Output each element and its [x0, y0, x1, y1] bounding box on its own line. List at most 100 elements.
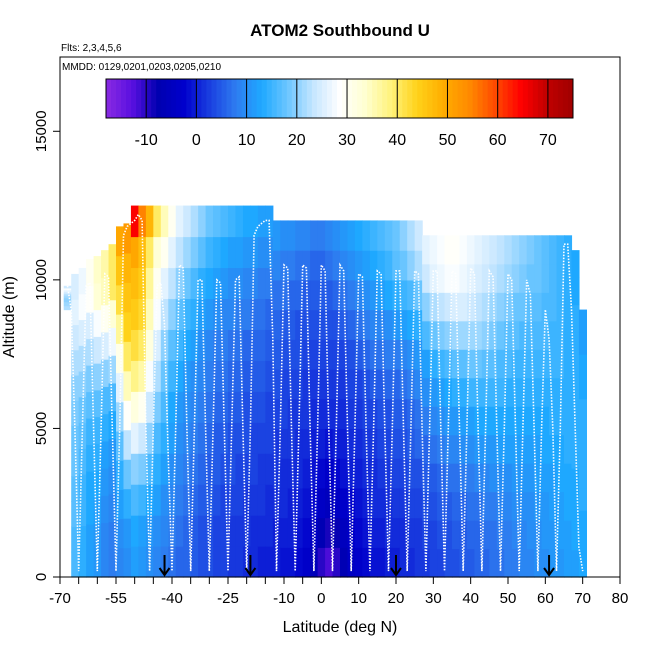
heatmap-cell: [511, 320, 520, 350]
heatmap-cell: [519, 520, 528, 550]
heatmap-cell: [175, 515, 184, 547]
colorbar-swatch: [367, 79, 373, 118]
heatmap-cell: [332, 250, 341, 281]
heatmap-cell: [295, 309, 304, 340]
heatmap-cell: [354, 458, 363, 489]
heatmap-cell: [257, 515, 266, 547]
heatmap-cell: [130, 298, 139, 330]
heatmap-cell: [407, 547, 416, 578]
heatmap-cell: [564, 263, 573, 293]
heatmap-cell: [466, 520, 475, 550]
heatmap-cell: [422, 406, 431, 436]
heatmap-cell: [452, 548, 461, 578]
heatmap-cell: [130, 391, 139, 423]
heatmap-cell: [526, 406, 535, 436]
heatmap-cell: [205, 391, 214, 423]
profile-column: [250, 205, 259, 578]
profile-column: [459, 235, 468, 578]
heatmap-cell: [78, 345, 87, 372]
heatmap-cell: [466, 463, 475, 493]
heatmap-cell: [369, 369, 378, 400]
heatmap-cell: [474, 292, 483, 322]
heatmap-cell: [257, 329, 266, 361]
heatmap-cell: [257, 391, 266, 423]
heatmap-cell: [504, 320, 513, 350]
heatmap-cell: [362, 547, 371, 578]
profile-column: [496, 235, 505, 578]
heatmap-cell: [93, 336, 102, 364]
colorbar-swatch: [296, 79, 303, 118]
heatmap-cell: [205, 422, 214, 454]
heatmap-cell: [116, 343, 125, 374]
heatmap-cell: [145, 391, 154, 423]
profile-column: [526, 235, 535, 578]
heatmap-cell: [153, 484, 162, 516]
heatmap-cell: [369, 339, 378, 370]
heatmap-cell: [444, 520, 453, 550]
heatmap-cell: [452, 263, 461, 293]
heatmap-cell: [407, 369, 416, 400]
heatmap-cell: [213, 236, 222, 269]
heatmap-cell: [340, 487, 349, 519]
heatmap-cell: [250, 484, 259, 516]
heatmap-cell: [399, 250, 408, 281]
heatmap-cell: [422, 349, 431, 379]
heatmap-cell: [534, 320, 543, 350]
profile-column: [511, 235, 520, 578]
heatmap-cell: [108, 271, 117, 301]
heatmap-cell: [93, 496, 102, 525]
heatmap-cell: [556, 520, 565, 550]
colorbar-swatch: [537, 79, 544, 118]
heatmap-cell: [302, 517, 311, 548]
heatmap-cell: [496, 434, 505, 464]
heatmap-cell: [287, 547, 296, 578]
heatmap-cell: [317, 339, 326, 370]
heatmap-cell: [384, 279, 393, 311]
heatmap-cell: [504, 406, 513, 436]
heatmap-cell: [168, 484, 177, 516]
heatmap-cell: [534, 349, 543, 379]
heatmap-cell: [481, 434, 490, 464]
heatmap-cell: [489, 235, 498, 265]
heatmap-cell: [496, 320, 505, 350]
heatmap-cell: [541, 235, 550, 265]
heatmap-cell: [235, 422, 244, 454]
heatmap-cell: [317, 487, 326, 519]
colorbar-swatch: [472, 79, 479, 118]
heatmap-cell: [302, 339, 311, 370]
heatmap-cell: [362, 458, 371, 489]
heatmap-cell: [101, 549, 110, 578]
heatmap-cell: [108, 244, 117, 273]
heatmap-cell: [220, 515, 229, 547]
colorbar-swatch: [372, 79, 378, 118]
heatmap-cell: [265, 329, 274, 361]
heatmap-cell: [437, 349, 446, 379]
heatmap-cell: [317, 220, 326, 251]
heatmap-cell: [205, 205, 214, 238]
profile-column: [168, 205, 177, 578]
heatmap-cell: [190, 298, 199, 330]
x-tick-label: 70: [574, 590, 591, 607]
heatmap-cell: [347, 279, 356, 311]
heatmap-cell: [101, 413, 110, 442]
heatmap-cell: [340, 428, 349, 459]
heatmap-cell: [272, 309, 281, 340]
heatmap-cell: [287, 517, 296, 548]
heatmap-cell: [78, 448, 87, 475]
heatmap-cell: [272, 220, 281, 251]
heatmap-cell: [280, 309, 289, 340]
heatmap-cell: [444, 548, 453, 578]
heatmap-cell: [235, 484, 244, 516]
heatmap-cell: [280, 279, 289, 311]
colorbar-swatch: [347, 79, 353, 118]
heatmap-cell: [86, 259, 95, 287]
heatmap-cell: [452, 406, 461, 436]
heatmap-cell: [384, 517, 393, 548]
colorbar-swatch: [412, 79, 418, 118]
heatmap-cell: [198, 422, 207, 454]
colorbar-swatch: [126, 79, 132, 118]
heatmap-cell: [198, 360, 207, 392]
heatmap-cell: [78, 319, 87, 346]
heatmap-cell: [183, 515, 192, 547]
heatmap-cell: [377, 428, 386, 459]
